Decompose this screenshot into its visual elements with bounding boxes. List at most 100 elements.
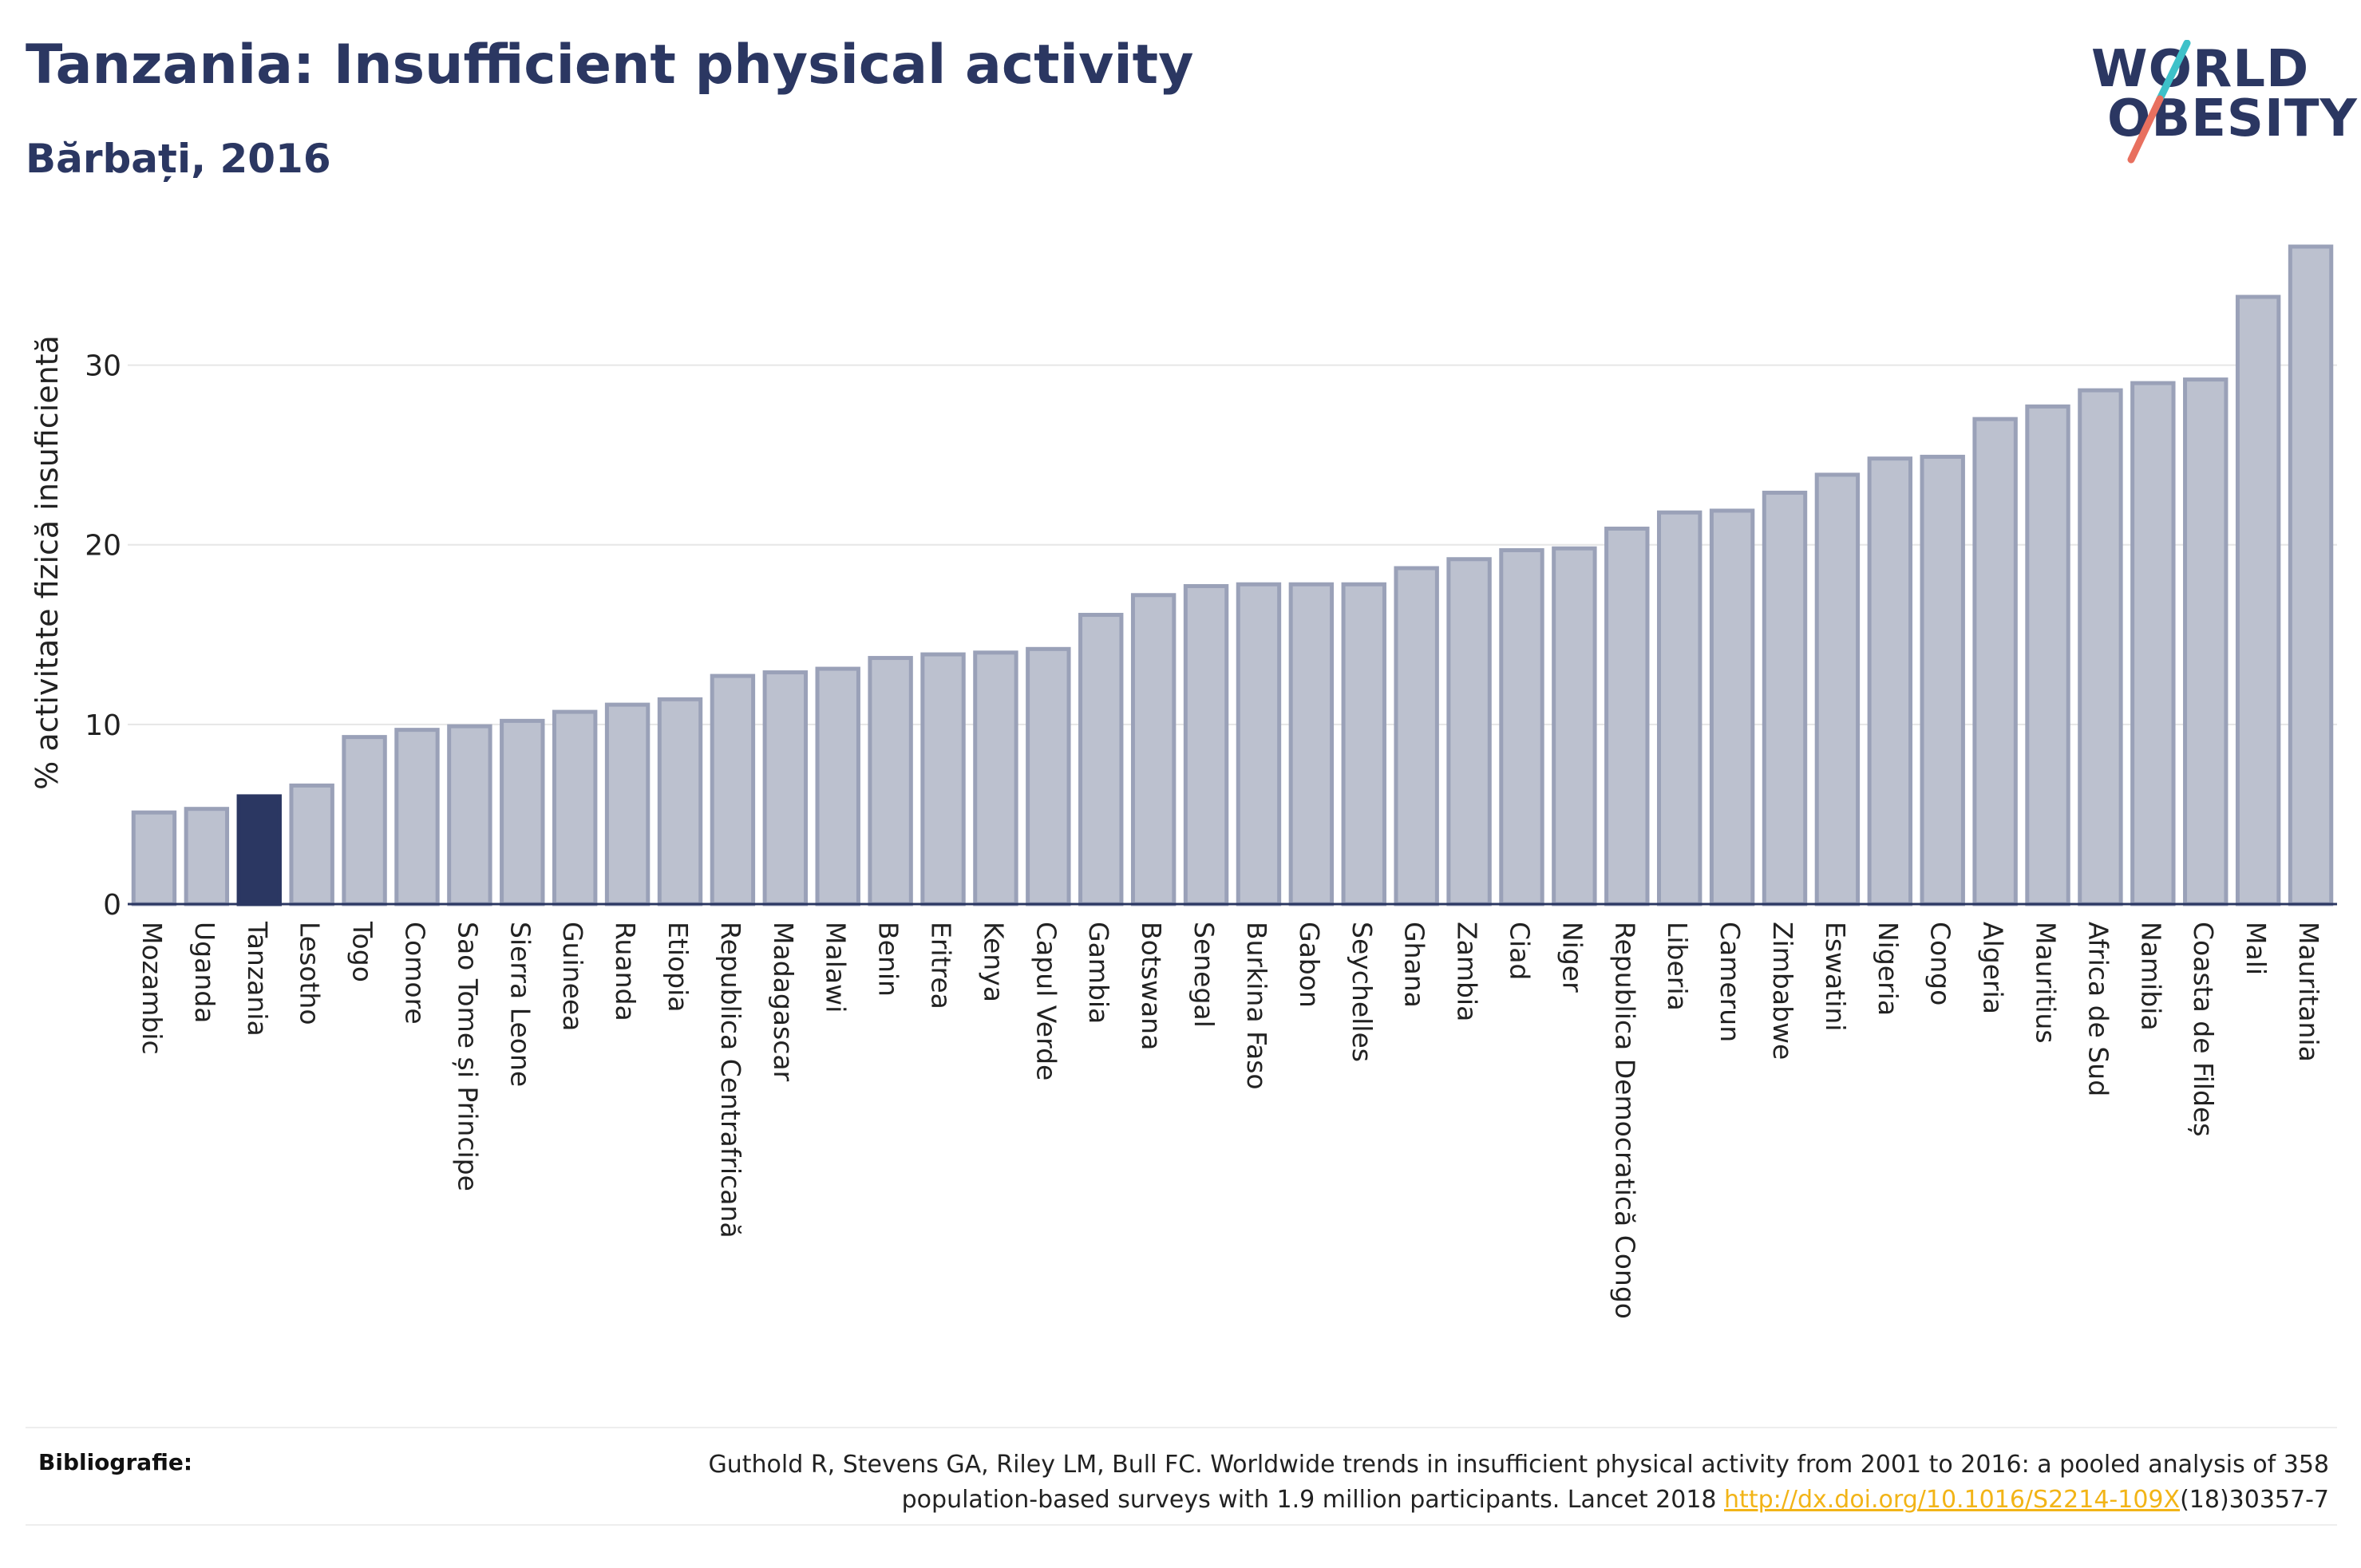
x-tick-label: Sao Tome și Principe xyxy=(452,922,483,1191)
bar-ciad xyxy=(1499,547,1544,906)
bar-comore xyxy=(394,728,440,906)
bar-senegal xyxy=(1183,584,1229,906)
doi-link[interactable]: http://dx.doi.org/10.1016/S2214-109X xyxy=(1724,1486,2181,1514)
x-tick-label: Mozambic xyxy=(136,922,168,1055)
x-tick-label: Mauritania xyxy=(2293,922,2324,1062)
bar-guineea xyxy=(552,709,598,906)
bar-uganda xyxy=(184,807,230,906)
bar-africa-de-sud xyxy=(2078,388,2123,906)
x-tick-label: Namibia xyxy=(2135,922,2166,1031)
bar-mauritania xyxy=(2288,244,2334,906)
bar-chart: 0 10 20 30 Mozambic Uganda Tanzania Lesotho Tog… xyxy=(30,244,2337,1319)
bar-algeria xyxy=(1972,417,2018,906)
x-tick-label: Malawi xyxy=(821,922,852,1013)
y-axis-label: % activitate fizică insuficientă xyxy=(30,335,65,790)
y-tick-labels: 0 10 20 30 xyxy=(85,350,121,922)
bar-mali xyxy=(2235,294,2281,906)
bar-capul-verde xyxy=(1026,646,1071,906)
chart-title: Tanzania: Insufficient physical activity xyxy=(26,34,1194,97)
y-tick-label: 20 xyxy=(85,530,121,563)
x-tick-label: Madagascar xyxy=(768,922,799,1082)
x-tick-label: Zambia xyxy=(1452,922,1483,1021)
x-tick-label: Seychelles xyxy=(1347,922,1378,1062)
bar-gambia xyxy=(1078,613,1124,906)
bar-namibia xyxy=(2130,381,2176,906)
y-tick-label: 10 xyxy=(85,709,121,742)
logo-slash-icon xyxy=(2127,40,2191,164)
logo-word-world: WORLD xyxy=(2091,40,2310,99)
bibliography-citation: Guthold R, Stevens GA, Riley LM, Bull FC… xyxy=(708,1451,2329,1514)
x-tick-label: Congo xyxy=(1925,922,1956,1005)
x-tick-label: Benin xyxy=(873,922,904,997)
bar-gabon xyxy=(1288,582,1335,906)
world-obesity-logo: WORLD OBESITY xyxy=(2083,40,2357,168)
x-tick-label: Comore xyxy=(399,922,430,1025)
x-tick-label: Botswana xyxy=(1136,922,1167,1050)
bar-madagascar xyxy=(762,670,809,906)
x-tick-label: Mauritius xyxy=(2031,922,2062,1044)
chart-subtitle: Bărbați, 2016 xyxy=(26,136,331,182)
x-tick-label: Gambia xyxy=(1083,922,1114,1024)
x-tick-labels: Mozambic Uganda Tanzania Lesotho Togo Comore S… xyxy=(136,921,2324,1319)
x-tick-label: Senegal xyxy=(1188,922,1220,1028)
bar-lesotho xyxy=(289,783,334,906)
x-tick-label: Camerun xyxy=(1714,922,1746,1042)
bar-burkina-faso xyxy=(1236,582,1282,906)
x-tick-label: Republica Democratică Congo xyxy=(1609,922,1640,1319)
x-tick-label: Sierra Leone xyxy=(504,922,536,1087)
bar-niger xyxy=(1552,546,1597,906)
bar-kenya xyxy=(973,650,1018,906)
bar-liberia xyxy=(1656,510,1703,906)
x-tick-label: Etiopia xyxy=(662,922,694,1013)
x-tick-label: Gabon xyxy=(1294,922,1325,1008)
x-tick-label: Mali xyxy=(2240,922,2272,975)
bar-botswana xyxy=(1130,593,1177,906)
bar-malawi xyxy=(815,666,860,906)
bar-seychelles xyxy=(1341,582,1386,906)
x-tick-label: Coasta de Fildeș xyxy=(2188,922,2219,1136)
bar-sao-tome-i-principe xyxy=(447,724,492,906)
x-tick-label: Kenya xyxy=(978,922,1009,1002)
bar-nigeria xyxy=(1867,456,1913,906)
bar-ghana xyxy=(1394,566,1439,906)
bar-eritrea xyxy=(920,652,966,906)
x-tick-label: Guineea xyxy=(557,922,588,1031)
x-tick-label: Zimbabwe xyxy=(1767,922,1798,1060)
bibliography-label: Bibliografie: xyxy=(38,1449,193,1475)
bar-zimbabwe xyxy=(1762,490,1808,906)
footer-divider-top xyxy=(26,1427,2337,1428)
x-tick-label: Ghana xyxy=(1399,922,1430,1008)
x-tick-label: Eritrea xyxy=(926,922,957,1009)
y-tick-label: 0 xyxy=(103,889,121,922)
x-tick-label: Ciad xyxy=(1504,922,1535,980)
x-tick-label: Liberia xyxy=(1662,922,1693,1011)
x-tick-label: Tanzania xyxy=(242,921,273,1037)
bar-zambia xyxy=(1446,557,1492,906)
x-tick-label: Togo xyxy=(347,921,378,982)
x-tick-label: Eswatini xyxy=(1820,922,1851,1031)
footer-divider-bottom xyxy=(26,1524,2337,1526)
x-tick-label: Ruanda xyxy=(610,922,641,1021)
bars xyxy=(131,244,2334,906)
x-tick-label: Algeria xyxy=(1978,922,2009,1014)
bar-togo xyxy=(342,735,387,906)
x-tick-label: Uganda xyxy=(189,922,220,1023)
x-tick-label: Africa de Sud xyxy=(2082,922,2114,1096)
bar-republica-centrafrican- xyxy=(710,673,756,906)
bar-camerun xyxy=(1709,508,1755,906)
x-tick-label: Niger xyxy=(1556,922,1588,993)
bar-etiopia xyxy=(657,697,703,906)
bibliography-text: Guthold R, Stevens GA, Riley LM, Bull FC… xyxy=(573,1448,2329,1518)
bar-sierra-leone xyxy=(500,718,545,906)
bar-coasta-de-filde- xyxy=(2183,377,2229,906)
bar-benin xyxy=(868,656,913,906)
x-tick-label: Nigeria xyxy=(1873,922,1904,1016)
y-tick-label: 30 xyxy=(85,350,121,383)
bar-congo xyxy=(1920,454,1965,906)
x-tick-label: Republica Centrafricană xyxy=(715,922,746,1238)
bar-ruanda xyxy=(604,702,651,906)
x-tick-label: Capul Verde xyxy=(1030,922,1062,1080)
x-tick-label: Burkina Faso xyxy=(1241,922,1272,1090)
bar-tanzania xyxy=(236,794,282,906)
bar-mauritius xyxy=(2025,404,2070,906)
